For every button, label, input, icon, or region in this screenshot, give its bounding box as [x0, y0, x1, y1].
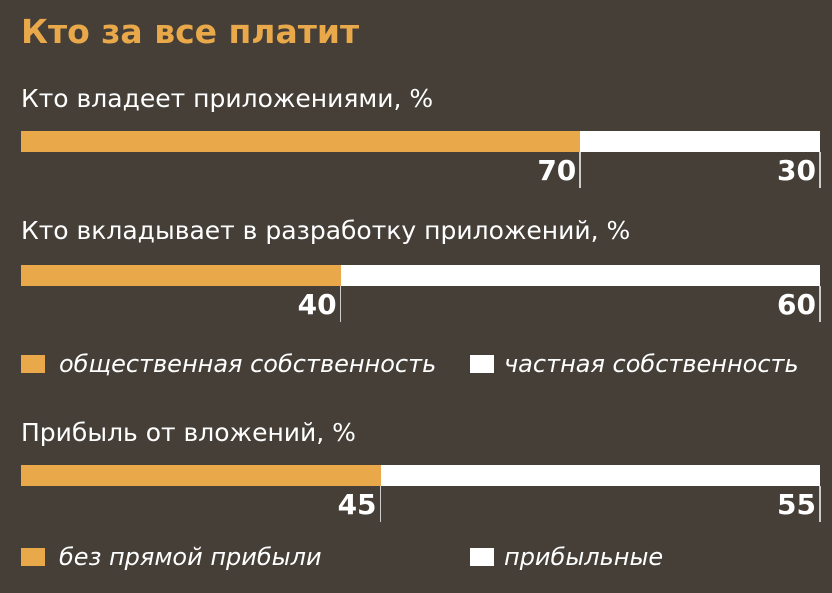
legend-item-public: общественная собственность [21, 350, 436, 378]
bar-segment-profit [380, 465, 820, 486]
value-tick [379, 486, 382, 522]
bar-segment-private [340, 265, 820, 286]
legend-label-nonprofit: без прямой прибыли [59, 543, 322, 571]
value-tick [579, 152, 581, 188]
legend-label-public: общественная собственность [59, 350, 437, 378]
legend-swatch-public [21, 355, 45, 373]
data-label-public: 70 [537, 154, 577, 187]
page-title: Кто за все платит [21, 12, 360, 51]
bar-segment-nonprofit [21, 465, 381, 486]
data-label-private: 60 [777, 288, 816, 321]
chart-3-title: Прибыль от вложений, % [21, 418, 356, 447]
data-label-public: 40 [297, 288, 337, 321]
value-tick [819, 152, 821, 188]
stacked-bar [21, 465, 820, 486]
data-label-private: 30 [777, 154, 816, 187]
legend-label-private: частная собственность [504, 350, 799, 378]
legend-item-private: частная собственность [470, 350, 799, 378]
bar-segment-private [580, 131, 820, 152]
value-tick [819, 286, 821, 322]
data-label-nonprofit: 45 [337, 488, 377, 521]
chart-1-title: Кто владеет приложениями, % [21, 84, 434, 113]
bar-segment-public [21, 131, 581, 152]
chart-2-title: Кто вкладывает в разработку приложений, … [21, 216, 631, 245]
stacked-bar [21, 265, 820, 286]
legend-swatch-profit [470, 548, 494, 566]
legend-item-profit: прибыльные [470, 543, 663, 571]
stacked-bar [21, 131, 820, 152]
data-label-profit: 55 [777, 488, 816, 521]
value-tick [819, 486, 821, 522]
legend-item-nonprofit: без прямой прибыли [21, 543, 322, 571]
legend-label-profit: прибыльные [504, 543, 664, 571]
legend-swatch-nonprofit [21, 548, 45, 566]
legend-swatch-private [470, 355, 494, 373]
bar-segment-public [21, 265, 341, 286]
value-tick [339, 286, 342, 322]
